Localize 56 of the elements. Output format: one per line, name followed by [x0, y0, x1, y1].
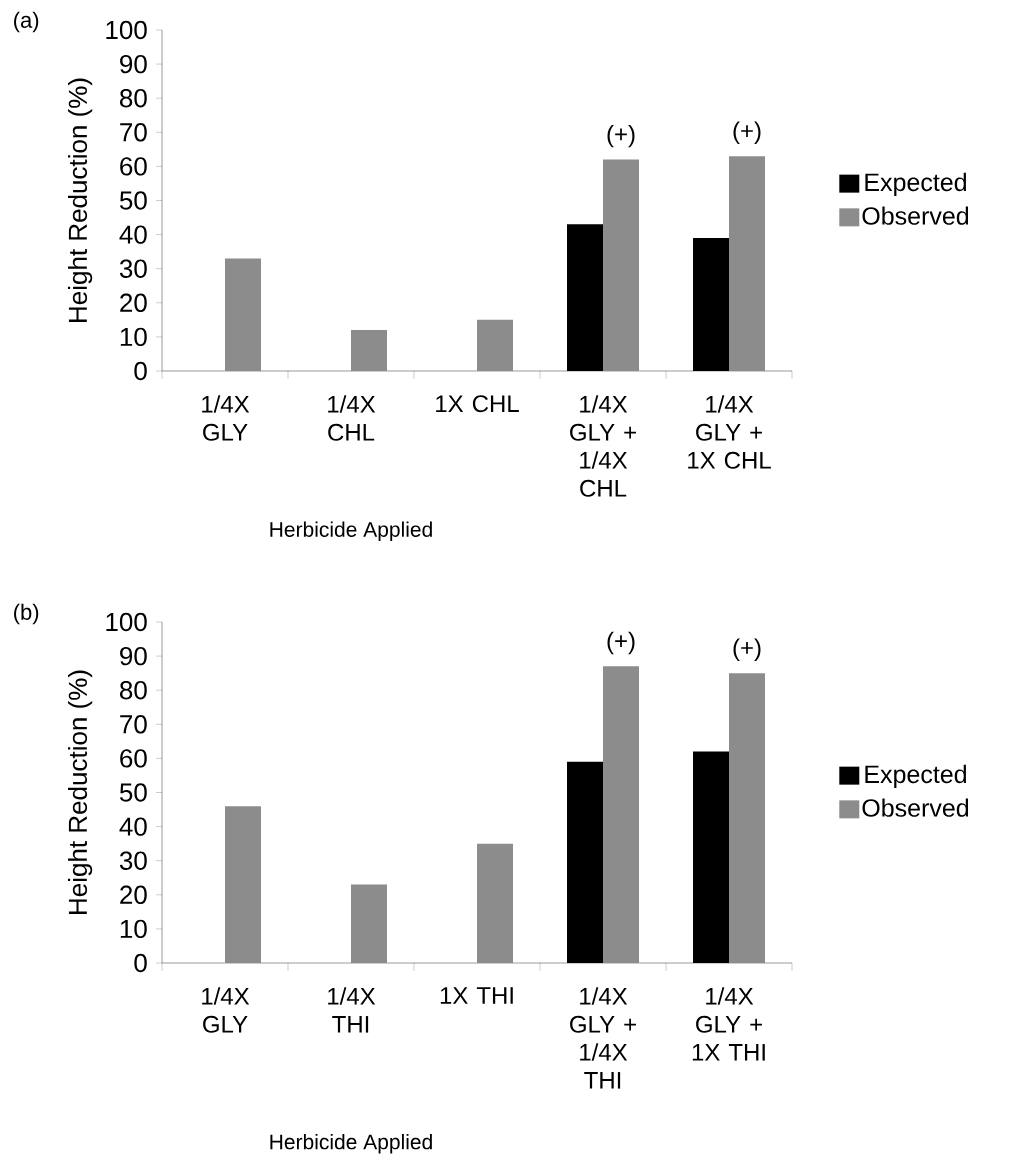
legend-label: Observed — [862, 206, 969, 225]
y-tick-label: 20 — [120, 885, 147, 904]
y-tick-label: 20 — [120, 293, 147, 312]
chart-title: (a) — [14, 11, 39, 33]
x-tick-label: 1/4X GLY + 1X CHL — [688, 395, 771, 469]
bar — [603, 159, 640, 371]
y-tick-label: 40 — [119, 225, 147, 244]
x-tick-label: 1/4X GLY + 1X THI — [692, 987, 765, 1061]
y-tick-label: 90 — [120, 54, 147, 74]
y-tick-label: 80 — [120, 680, 147, 700]
y-tick-label: 60 — [120, 157, 147, 176]
legend-label: Expected — [865, 764, 966, 789]
legend-label: Expected — [865, 172, 966, 197]
x-tick-label: 1X CHL — [436, 395, 519, 413]
legend-label: Observed — [862, 798, 969, 817]
x-tick-label: 1/4X CHL — [328, 395, 376, 441]
y-tick-label: 60 — [120, 749, 147, 768]
x-tick-label: 1/4X THI — [328, 987, 376, 1033]
x-axis-title: Herbicide Applied — [270, 1133, 432, 1154]
y-tick-label: 70 — [120, 123, 147, 142]
annotation: (+) — [607, 125, 635, 148]
y-tick-label: 0 — [134, 953, 147, 973]
x-tick-label: 1/4X GLY — [202, 395, 250, 441]
y-tick-label: 50 — [119, 783, 147, 802]
bar — [225, 806, 261, 963]
bar — [351, 330, 387, 371]
x-tick-label: 1/4X GLY + 1/4X THI — [570, 987, 636, 1089]
y-tick-label: 30 — [119, 851, 147, 870]
y-tick-label: 30 — [119, 259, 147, 278]
y-tick-label: 70 — [120, 715, 147, 734]
annotation: (+) — [733, 121, 761, 144]
y-tick-label: 40 — [119, 817, 147, 836]
y-tick-label: 90 — [120, 646, 147, 666]
y-tick-label: 80 — [120, 88, 147, 108]
y-tick-label: 100 — [106, 20, 147, 40]
bar — [603, 666, 640, 963]
y-tick-label: 10 — [120, 327, 147, 347]
bar — [225, 258, 261, 371]
y-axis-title: Height Reduction (%) — [67, 670, 93, 914]
x-tick-label: 1/4X GLY + 1/4X CHL — [570, 395, 636, 497]
x-tick-label: 1X THI — [440, 987, 513, 1004]
y-axis-title: Height Reduction (%) — [67, 78, 93, 322]
y-tick-label: 50 — [119, 191, 147, 210]
y-tick-label: 10 — [120, 919, 147, 939]
y-tick-label: 0 — [134, 361, 147, 381]
bar — [351, 884, 387, 963]
y-tick-label: 100 — [106, 612, 147, 632]
x-axis-title: Herbicide Applied — [270, 521, 432, 542]
x-tick-label: 1/4X GLY — [202, 987, 250, 1033]
annotation: (+) — [607, 631, 635, 655]
chart-title: (b) — [14, 603, 39, 625]
bar — [477, 319, 513, 371]
bar — [477, 843, 513, 963]
bar — [729, 673, 766, 963]
bar — [729, 156, 766, 371]
annotation: (+) — [733, 638, 761, 661]
